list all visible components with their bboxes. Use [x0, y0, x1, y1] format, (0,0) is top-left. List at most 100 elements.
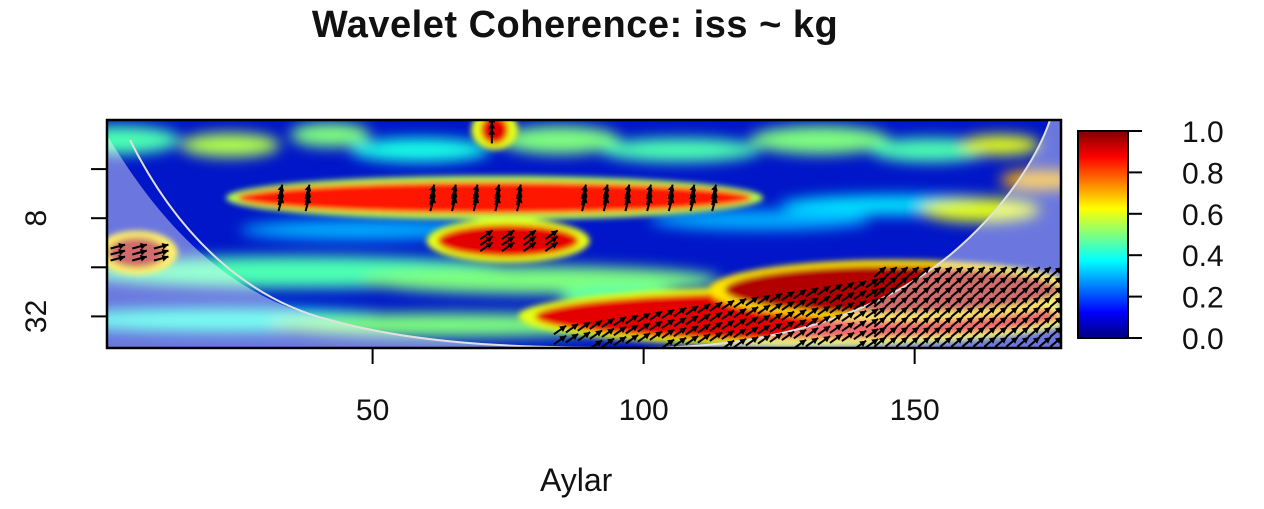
phase-arrow	[709, 301, 723, 312]
phase-arrow	[769, 292, 783, 303]
phase-arrow	[1038, 316, 1052, 328]
phase-arrow	[928, 286, 942, 298]
phase-arrow	[667, 184, 675, 200]
phase-arrow	[472, 190, 480, 206]
phase-arrow	[602, 196, 610, 212]
phase-arrow	[689, 184, 697, 200]
phase-arrow	[939, 286, 953, 298]
phase-arrow	[721, 309, 735, 320]
phase-arrow	[873, 336, 887, 348]
phase-arrow	[1016, 296, 1030, 308]
phase-arrow	[685, 325, 699, 336]
phase-arrow	[829, 303, 843, 314]
phase-arrow	[565, 323, 579, 334]
coherence-region	[870, 138, 990, 162]
phase-arrow	[994, 306, 1008, 318]
phase-arrow	[983, 326, 997, 338]
phase-arrow	[132, 254, 148, 262]
phase-arrow	[983, 266, 997, 278]
phase-arrow	[865, 288, 879, 299]
phase-arrow	[733, 297, 747, 309]
colorbar-tick-label: 1.0	[1182, 116, 1224, 149]
phase-arrow	[488, 128, 496, 144]
phase-arrow	[1038, 306, 1052, 318]
phase-arrow	[1005, 336, 1019, 348]
phase-arrow	[624, 190, 631, 206]
phase-arrow	[523, 235, 537, 246]
phase-arrow	[884, 306, 898, 318]
phase-arrow	[1038, 326, 1052, 338]
phase-arrow	[637, 322, 651, 333]
phase-arrow	[994, 276, 1008, 288]
phase-arrow	[1016, 276, 1030, 288]
phase-arrow	[972, 296, 986, 308]
phase-arrow	[277, 184, 285, 200]
phase-arrow	[709, 321, 723, 332]
phase-arrow	[544, 229, 559, 240]
phase-arrow	[928, 296, 942, 308]
phase-arrow	[479, 241, 494, 252]
phase-arrow	[673, 336, 687, 348]
phase-arrow	[153, 242, 169, 250]
x-axis: 50 100 150	[356, 347, 940, 427]
phase-arrow	[1027, 306, 1041, 318]
phase-arrow	[277, 190, 285, 206]
coherence-region	[650, 210, 870, 230]
chart-title: Wavelet Coherence: iss ~ kg	[311, 4, 839, 46]
phase-arrow	[895, 316, 909, 328]
phase-arrow	[304, 196, 312, 212]
phase-arrow	[110, 248, 126, 256]
phase-arrow	[472, 196, 480, 212]
phase-arrow	[950, 336, 964, 348]
phase-arrow	[884, 296, 898, 308]
phase-arrow	[928, 306, 942, 318]
phase-arrow	[865, 338, 879, 348]
phase-arrow	[895, 276, 909, 288]
phase-arrow	[884, 266, 898, 278]
phase-arrow	[972, 326, 986, 338]
phase-arrow	[153, 254, 169, 262]
phase-arrow	[602, 190, 610, 206]
phase-arrow	[277, 196, 285, 212]
phase-arrow	[501, 241, 515, 252]
phase-arrow	[917, 326, 931, 338]
phase-arrow	[873, 316, 887, 328]
phase-arrow	[494, 190, 501, 206]
phase-arrow	[873, 296, 887, 308]
phase-arrow	[972, 316, 986, 328]
phase-arrow	[829, 293, 843, 304]
phase-arrow	[805, 327, 819, 338]
phase-arrow	[523, 241, 537, 252]
phase-arrow	[479, 229, 494, 240]
colorbar-tick-label: 0.4	[1182, 240, 1224, 273]
phase-arrow	[817, 315, 831, 326]
phase-arrow	[917, 316, 931, 328]
phase-arrow	[939, 336, 953, 348]
phase-arrow	[577, 331, 591, 342]
phase-arrow	[697, 323, 711, 334]
phase-arrow	[972, 266, 986, 278]
phase-arrow	[685, 335, 699, 346]
phase-arrow	[1027, 316, 1041, 328]
phase-arrow	[805, 287, 819, 298]
phase-arrow	[841, 311, 855, 322]
x-tick-label: 100	[619, 394, 669, 427]
phase-arrow	[906, 296, 920, 308]
phase-arrow	[781, 330, 795, 341]
colorbar-tick-label: 0.6	[1182, 199, 1224, 232]
phase-arrow	[1027, 326, 1041, 338]
phase-arrow	[928, 336, 942, 348]
phase-arrow	[711, 184, 718, 200]
phase-arrow	[865, 278, 879, 289]
phase-arrow	[972, 286, 986, 298]
phase-arrow	[805, 317, 819, 328]
phase-arrow	[733, 327, 747, 339]
phase-arrow	[757, 334, 771, 345]
coherence-region	[500, 126, 620, 154]
phase-arrow	[829, 313, 843, 324]
coherence-region	[750, 126, 890, 154]
phase-arrow	[895, 326, 909, 338]
phase-arrow	[553, 334, 567, 346]
phase-arrow	[661, 328, 675, 339]
phase-arrow	[613, 325, 627, 337]
